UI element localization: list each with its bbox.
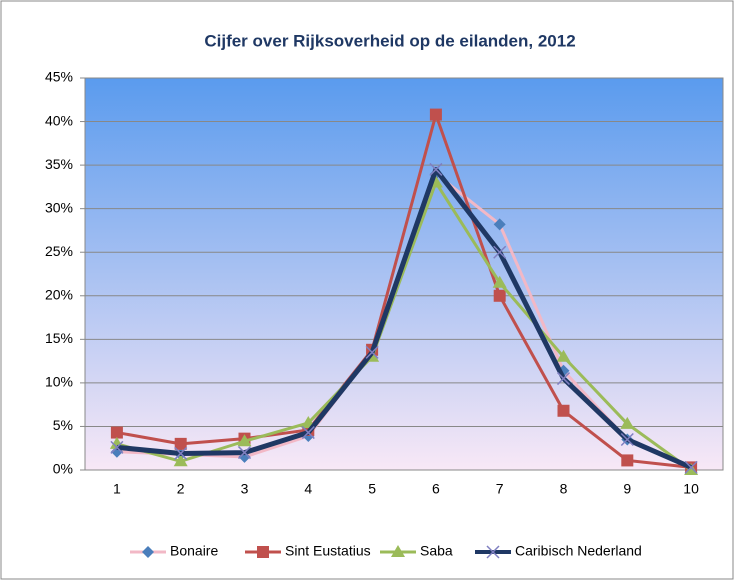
series-marker [237, 446, 252, 460]
series-marker [110, 440, 124, 454]
series-marker [174, 446, 188, 460]
series-marker [684, 463, 699, 475]
series-marker [556, 372, 571, 386]
x-tick-label: 3 [241, 481, 249, 497]
x-tick-label: 7 [496, 481, 504, 497]
series-marker [557, 404, 570, 417]
x-tick-label: 5 [368, 481, 376, 497]
x-tick-label: 4 [304, 481, 312, 497]
series-marker [492, 275, 507, 288]
legend-marker [142, 546, 154, 558]
y-tick-label: 35% [45, 156, 73, 172]
series-marker [174, 437, 187, 450]
y-tick-label: 15% [45, 330, 73, 346]
series-marker [301, 426, 315, 440]
y-tick-label: 25% [45, 243, 73, 259]
series-marker [620, 432, 634, 447]
series-marker [110, 426, 123, 439]
series-marker [621, 454, 634, 467]
series-marker [493, 289, 506, 302]
legend-label: Caribisch Nederland [515, 543, 642, 559]
series-marker [365, 345, 379, 359]
x-tick-label: 8 [560, 481, 568, 497]
x-tick-label: 6 [432, 481, 440, 497]
legend-marker [391, 545, 405, 557]
series-marker [429, 162, 443, 176]
x-tick-label: 9 [623, 481, 631, 497]
series-line [116, 166, 693, 470]
legend-marker [257, 546, 269, 558]
legend-label: Bonaire [170, 543, 218, 559]
x-tick-label: 1 [113, 481, 121, 497]
series-marker [493, 245, 507, 259]
legend-marker [486, 545, 500, 559]
y-tick-label: 20% [45, 286, 73, 302]
chart-title: Cijfer over Rijksoverheid op de eilanden… [204, 31, 575, 50]
y-tick-label: 45% [45, 69, 73, 85]
series-marker [556, 349, 571, 362]
y-tick-label: 30% [45, 199, 73, 215]
series-marker [237, 434, 252, 447]
series-marker [493, 218, 506, 231]
y-tick-label: 0% [53, 461, 73, 477]
x-tick-label: 2 [177, 481, 185, 497]
y-tick-label: 10% [45, 374, 73, 390]
y-tick-label: 5% [53, 417, 73, 433]
y-tick-label: 40% [45, 112, 73, 128]
series-marker [429, 108, 442, 121]
series-marker [684, 460, 698, 474]
series-line [116, 113, 692, 469]
series-marker [173, 454, 188, 467]
legend-label: Sint Eustatius [285, 543, 371, 559]
series-marker [620, 416, 635, 429]
x-tick-label: 10 [683, 481, 699, 497]
legend-label: Saba [420, 543, 453, 559]
